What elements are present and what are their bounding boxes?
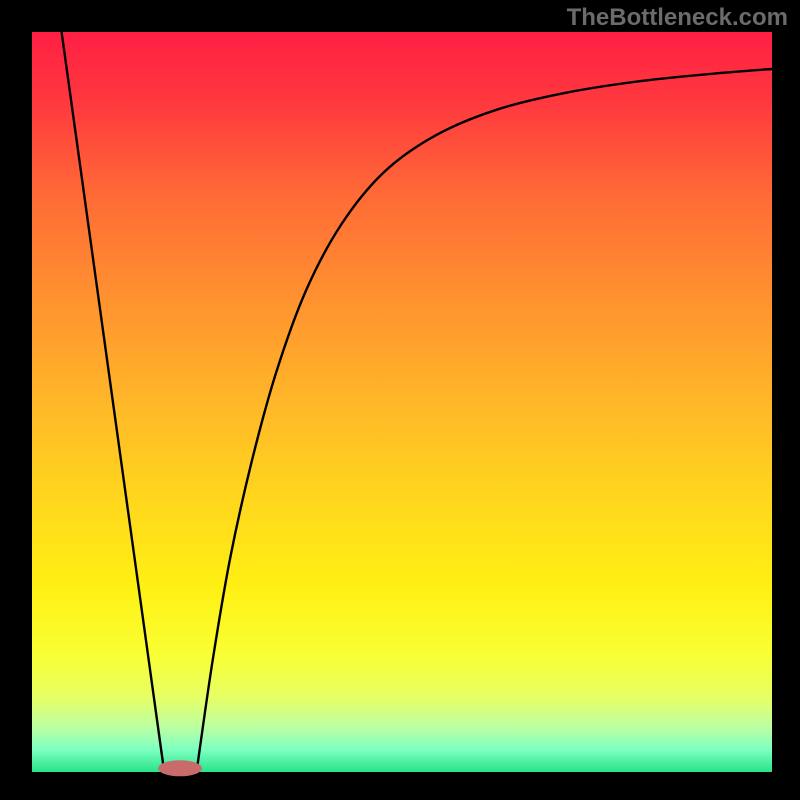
watermark-text: TheBottleneck.com — [567, 4, 788, 32]
bottleneck-marker — [158, 760, 202, 776]
bottleneck-chart — [0, 0, 800, 800]
chart-background-gradient — [32, 32, 772, 772]
chart-container: { "meta": { "width": 800, "height": 800,… — [0, 0, 800, 800]
